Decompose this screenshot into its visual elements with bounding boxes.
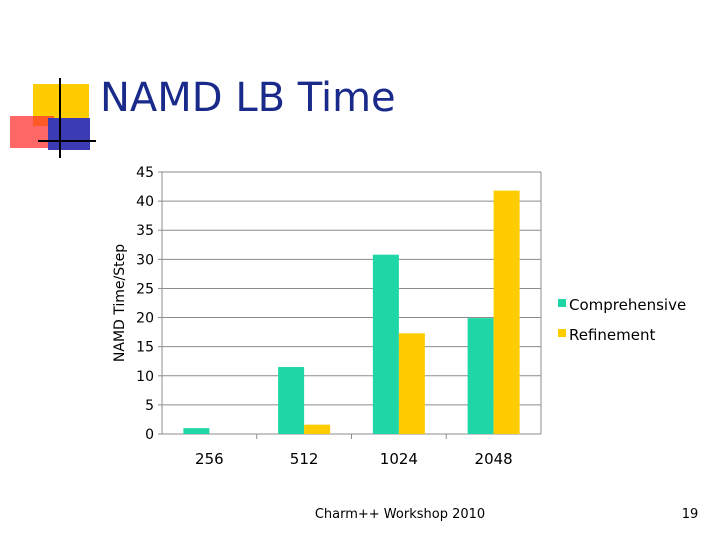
footer-text: Charm++ Workshop 2010 xyxy=(314,507,486,522)
y-tick-label-35: 35 xyxy=(136,223,154,239)
bar-comprehensive-1024 xyxy=(372,254,399,434)
page-number: 19 xyxy=(681,507,699,522)
y-tick-label-0: 0 xyxy=(145,427,154,443)
bar-refinement-1024 xyxy=(398,333,425,434)
legend-label-comprehensive: Comprehensive xyxy=(569,296,686,314)
y-axis-label: NAMD Time/Step xyxy=(112,244,128,362)
x-tick-label-512: 512 xyxy=(290,450,319,468)
deco-red-square xyxy=(10,116,54,148)
y-tick-label-15: 15 xyxy=(136,340,154,356)
y-tick-label-40: 40 xyxy=(136,194,154,210)
slide-title: NAMD LB Time xyxy=(100,75,396,121)
bar-refinement-512 xyxy=(304,424,331,434)
bar-comprehensive-2048 xyxy=(467,318,494,434)
bar-refinement-2048 xyxy=(493,190,520,434)
x-tick-label-2048: 2048 xyxy=(475,450,513,468)
y-tick-label-25: 25 xyxy=(136,281,154,297)
y-tick-label-20: 20 xyxy=(136,311,154,327)
deco-blue-square xyxy=(48,118,90,150)
legend-swatch-comprehensive xyxy=(558,299,566,307)
bar-comprehensive-256 xyxy=(183,428,210,434)
y-tick-label-10: 10 xyxy=(136,369,154,385)
bar-comprehensive-512 xyxy=(278,367,305,434)
x-tick-label-256: 256 xyxy=(195,450,224,468)
y-tick-label-30: 30 xyxy=(136,252,154,268)
legend-label-refinement: Refinement xyxy=(569,326,656,344)
y-tick-label-5: 5 xyxy=(145,398,154,414)
y-tick-label-45: 45 xyxy=(136,165,154,181)
legend-swatch-refinement xyxy=(558,329,566,337)
x-tick-label-1024: 1024 xyxy=(380,450,418,468)
